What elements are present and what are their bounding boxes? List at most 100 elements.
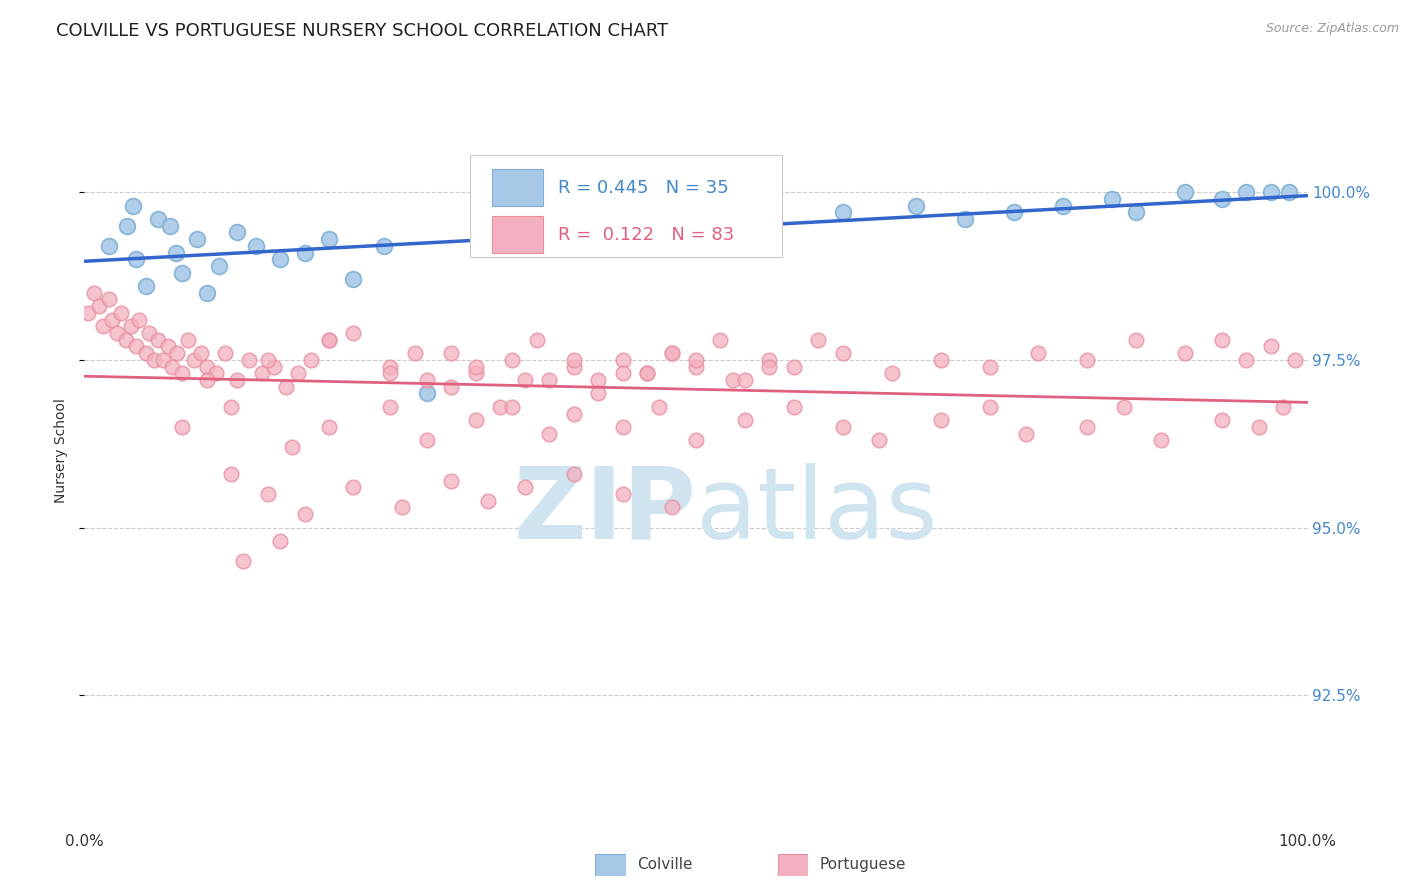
Point	[195, 359, 218, 374]
Point	[513, 480, 536, 494]
Point	[685, 434, 707, 448]
Point	[238, 352, 260, 367]
Point	[219, 400, 242, 414]
Point	[831, 205, 853, 219]
Y-axis label: Nursery School: Nursery School	[53, 398, 67, 503]
Point	[404, 346, 426, 360]
Point	[979, 400, 1001, 414]
Point	[110, 306, 132, 320]
Point	[783, 400, 806, 414]
Point	[226, 226, 249, 240]
Point	[489, 400, 512, 414]
Point	[562, 467, 585, 481]
Point	[464, 366, 486, 380]
Text: COLVILLE VS PORTUGUESE NURSERY SCHOOL CORRELATION CHART: COLVILLE VS PORTUGUESE NURSERY SCHOOL CO…	[56, 22, 668, 40]
Point	[869, 434, 891, 448]
Point	[661, 346, 683, 360]
Point	[477, 493, 499, 508]
Point	[1247, 420, 1270, 434]
Point	[1174, 185, 1197, 199]
Point	[1101, 192, 1123, 206]
Point	[1076, 420, 1098, 434]
FancyBboxPatch shape	[492, 169, 543, 206]
Point	[190, 346, 212, 360]
Point	[105, 326, 128, 340]
Point	[513, 373, 536, 387]
Text: ZIP: ZIP	[513, 463, 696, 559]
Point	[612, 366, 634, 380]
Point	[440, 474, 463, 488]
Text: R =  0.122   N = 83: R = 0.122 N = 83	[558, 226, 734, 244]
Point	[538, 426, 561, 441]
Point	[953, 211, 976, 226]
Point	[1125, 205, 1147, 219]
Point	[146, 211, 169, 226]
Point	[1125, 333, 1147, 347]
Point	[143, 352, 166, 367]
Point	[1211, 192, 1233, 206]
Point	[880, 366, 903, 380]
Point	[391, 500, 413, 515]
Point	[342, 326, 364, 340]
Point	[685, 352, 707, 367]
Point	[97, 239, 120, 253]
Point	[159, 219, 181, 233]
Point	[226, 373, 249, 387]
Point	[586, 373, 609, 387]
Point	[318, 232, 340, 246]
Point	[269, 534, 291, 549]
Point	[1150, 434, 1173, 448]
Point	[299, 352, 322, 367]
Point	[612, 487, 634, 501]
Point	[758, 352, 780, 367]
Point	[1114, 400, 1136, 414]
Point	[125, 339, 148, 353]
Point	[807, 333, 830, 347]
Point	[232, 554, 254, 568]
Point	[636, 366, 658, 380]
Point	[162, 359, 184, 374]
Point	[464, 359, 486, 374]
Point	[562, 352, 585, 367]
Point	[115, 219, 138, 233]
Point	[172, 366, 194, 380]
Point	[1174, 346, 1197, 360]
Point	[416, 373, 439, 387]
Point	[135, 279, 157, 293]
Point	[77, 306, 100, 320]
Point	[929, 413, 952, 427]
Point	[586, 226, 609, 240]
Point	[97, 293, 120, 307]
Point	[138, 326, 160, 340]
Point	[165, 245, 187, 260]
Point	[195, 285, 218, 300]
Point	[156, 339, 179, 353]
Point	[120, 319, 142, 334]
Point	[83, 285, 105, 300]
Point	[734, 413, 756, 427]
Point	[380, 366, 402, 380]
Point	[1236, 352, 1258, 367]
Point	[1052, 198, 1074, 212]
Point	[440, 346, 463, 360]
Point	[87, 299, 110, 313]
Point	[115, 333, 138, 347]
Point	[661, 500, 683, 515]
Point	[502, 400, 524, 414]
Point	[1272, 400, 1295, 414]
Point	[269, 252, 291, 267]
Point	[586, 386, 609, 401]
Point	[562, 407, 585, 421]
Point	[1211, 333, 1233, 347]
Point	[734, 373, 756, 387]
Point	[186, 232, 208, 246]
Point	[281, 440, 304, 454]
Point	[526, 333, 548, 347]
Point	[122, 198, 145, 212]
Point	[276, 380, 298, 394]
Text: atlas: atlas	[696, 463, 938, 559]
Point	[245, 239, 267, 253]
Point	[1260, 185, 1282, 199]
Point	[380, 359, 402, 374]
Point	[1002, 205, 1025, 219]
